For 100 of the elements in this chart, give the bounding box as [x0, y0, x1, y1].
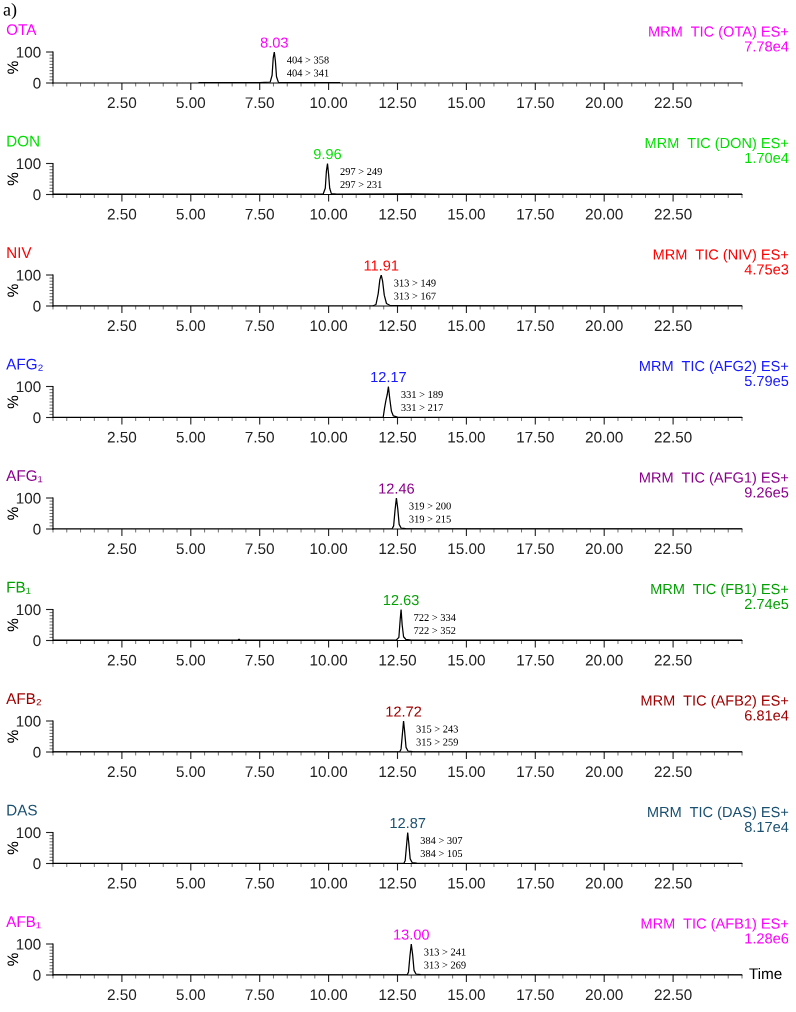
y-axis-title: %: [7, 172, 19, 186]
text: 5.79e5: [744, 375, 789, 387]
y-tick-label: 0: [33, 746, 41, 758]
x-tick-label: 7.50: [245, 208, 274, 220]
chart-title: FB₁: [7, 581, 31, 594]
text: 2.74e5: [744, 598, 789, 610]
y-tick-label: 0: [33, 189, 41, 201]
x-tick-label: 7.50: [245, 989, 274, 1001]
y-axis-title: %: [7, 618, 19, 632]
annotation: 313 > 149 313 > 167: [394, 279, 436, 300]
y-tick-label: 0: [33, 969, 41, 981]
x-tick-label: 10.00: [310, 97, 348, 109]
text: 6.81e4: [744, 710, 789, 721]
x-tick-label: 7.50: [245, 97, 274, 109]
x-tick-label: 7.50: [245, 766, 274, 778]
x-tick-label: 17.50: [517, 543, 554, 555]
text: MRM TIC (AFB2) ES+: [641, 694, 789, 709]
y-tick-label: 0: [33, 635, 41, 647]
x-tick-label: 12.50: [379, 208, 417, 220]
y-tick-label: 100: [16, 381, 41, 393]
x-tick-label: 20.00: [585, 766, 623, 778]
x-tick-label: 2.50: [107, 431, 137, 443]
x-tick-label: 22.50: [654, 543, 692, 555]
x-tick-label: 15.00: [448, 766, 485, 778]
x-tick-label: 5.00: [176, 320, 206, 332]
annotation: 297 > 249 297 > 231: [340, 168, 382, 189]
y-tick-label: 0: [33, 412, 41, 424]
y-axis-title: %: [7, 841, 19, 855]
text: MRM TIC (AFB1) ES+: [641, 917, 789, 932]
annotation: 384 > 307 384 > 105: [420, 836, 463, 858]
y-tick-label: 100: [16, 604, 41, 616]
x-tick-label: 5.00: [176, 97, 206, 109]
chart-title: NIV: [7, 247, 32, 258]
annotation: 315 > 243 315 > 259: [416, 725, 458, 746]
annotation: 12.17: [371, 371, 406, 383]
x-tick-label: 22.50: [654, 431, 692, 443]
x-tick-label: 22.50: [654, 989, 692, 1001]
y-axis-title: %: [7, 730, 19, 743]
x-tick-label: 7.50: [245, 320, 274, 332]
annotation: 12.63: [383, 594, 419, 606]
chart-title: AFG₂: [6, 358, 43, 371]
x-tick-label: 5.00: [176, 543, 206, 555]
x-tick-label: 7.50: [245, 877, 274, 889]
x-tick-label: 10.00: [310, 766, 348, 778]
y-tick-label: 100: [16, 46, 41, 58]
x-tick-label: 17.50: [517, 989, 554, 1001]
y-tick-label: 0: [33, 300, 41, 312]
text: 1.28e6: [745, 933, 789, 944]
y-tick-label: 100: [16, 269, 41, 281]
x-tick-label: 2.50: [107, 654, 137, 666]
x-tick-label: 12.50: [379, 543, 417, 555]
x-tick-label: 15.00: [448, 654, 485, 666]
x-tick-label: 20.00: [585, 543, 623, 555]
x-tick-label: 7.50: [245, 431, 274, 443]
chart-title: AFB₂: [6, 693, 42, 706]
x-tick-label: 7.50: [245, 543, 274, 555]
x-tick-label: 2.50: [107, 989, 137, 1001]
x-tick-label: 5.00: [176, 431, 206, 443]
annotation: 13.00: [394, 929, 429, 940]
x-tick-label: 10.00: [310, 543, 348, 555]
chart-title: DON: [7, 135, 39, 147]
x-tick-label: 17.50: [517, 320, 554, 332]
annotation: 12.87: [390, 817, 426, 829]
annotation: 12.46: [379, 483, 415, 494]
x-tick-label: 17.50: [517, 654, 554, 666]
x-tick-label: 2.50: [107, 320, 137, 332]
annotation: 9.96: [313, 148, 342, 160]
x-tick-label: 2.50: [107, 766, 137, 778]
x-tick-label: 5.00: [176, 766, 206, 778]
x-tick-label: 2.50: [107, 543, 137, 555]
x-tick-label: 17.50: [517, 431, 554, 443]
x-tick-label: 5.00: [176, 208, 206, 220]
x-tick-label: 10.00: [310, 320, 348, 332]
y-tick-label: 100: [16, 715, 41, 727]
x-tick-label: 7.50: [245, 654, 274, 666]
y-tick-label: 100: [16, 158, 41, 170]
text: 9.26e5: [744, 487, 789, 498]
chart-title: AFB₁: [6, 916, 41, 929]
x-tick-label: 22.50: [654, 766, 692, 778]
annotation: 319 > 200 319 > 215: [409, 502, 451, 523]
text: 4.75e3: [744, 264, 789, 275]
annotation: 722 > 334 722 > 352: [414, 614, 456, 635]
x-tick-label: 10.00: [310, 877, 348, 889]
chart-title: DAS: [7, 804, 37, 816]
x-tick-label: 12.50: [379, 97, 417, 109]
x-tick-label: 17.50: [517, 97, 554, 109]
annotation: 331 > 189 331 > 217: [401, 390, 443, 412]
y-axis-title: %: [7, 61, 19, 74]
text: MRM TIC (AFG2) ES+: [640, 360, 789, 375]
y-axis-title: %: [7, 507, 19, 520]
x-tick-label: 17.50: [517, 877, 554, 889]
y-tick-label: 100: [16, 492, 41, 504]
x-tick-label: 22.50: [654, 208, 692, 220]
x-tick-label: 12.50: [379, 654, 417, 666]
x-tick-label: 10.00: [310, 431, 348, 443]
x-tick-label: 22.50: [654, 877, 692, 889]
x-tick-label: 20.00: [585, 989, 623, 1001]
x-tick-label: 2.50: [107, 208, 137, 220]
x-tick-label: 2.50: [107, 877, 137, 889]
x-tick-label: 20.00: [585, 877, 623, 889]
